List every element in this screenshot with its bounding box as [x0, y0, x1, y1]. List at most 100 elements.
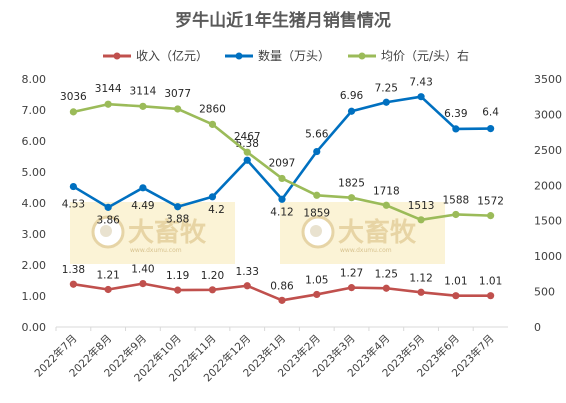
data-label: 3114	[130, 85, 157, 97]
y-right-tick-label: 1000	[534, 250, 562, 263]
legend-item: 收入（亿元）	[103, 48, 208, 63]
data-point	[347, 284, 356, 292]
data-label: 1.19	[166, 270, 189, 282]
data-label: 1513	[408, 200, 435, 212]
data-point	[139, 184, 147, 192]
data-label: 7.43	[409, 77, 432, 89]
y-right-tick-label: 3500	[534, 73, 562, 86]
legend-label: 数量（万头）	[258, 48, 330, 63]
legend-marker	[358, 52, 366, 60]
data-label: 3036	[60, 91, 87, 103]
watermark-url: www.dxumu.com	[340, 247, 392, 254]
data-point	[243, 148, 251, 156]
data-point	[139, 280, 147, 288]
data-label: 6.96	[340, 90, 364, 102]
data-point	[208, 286, 217, 294]
y-left-tick-label: 6.00	[22, 135, 47, 148]
data-label: 2467	[234, 131, 261, 143]
y-left-tick-label: 8.00	[22, 73, 47, 86]
data-point	[104, 203, 112, 211]
data-point	[347, 194, 356, 202]
series-3: 3036 3144 3114 3077 2860 2467 2097 1859 1825 1718…	[60, 83, 504, 224]
data-point	[313, 191, 321, 199]
data-label: 1.25	[375, 268, 398, 280]
data-point	[174, 105, 182, 113]
data-point	[382, 284, 390, 292]
data-point	[139, 102, 147, 110]
y-left-tick-label: 2.00	[22, 259, 47, 272]
watermark-logo-inner	[310, 225, 322, 237]
data-label: 1.38	[62, 264, 85, 276]
data-label: 1.21	[96, 269, 119, 281]
data-point	[243, 156, 251, 164]
data-point	[452, 210, 460, 219]
chart-title: 罗牛山近1年生猪月销售情况	[175, 10, 391, 31]
data-point	[278, 174, 286, 183]
y-left-tick-label: 1.00	[22, 290, 47, 303]
data-point	[417, 216, 425, 224]
data-point	[417, 288, 425, 296]
data-point	[243, 282, 251, 290]
data-point	[69, 108, 77, 116]
data-point	[278, 195, 286, 203]
data-point	[382, 98, 390, 106]
data-point	[104, 285, 112, 294]
data-point	[278, 296, 286, 304]
data-point	[69, 280, 77, 288]
legend-item: 均价（元/头）右	[348, 48, 469, 63]
data-label: 3077	[164, 88, 191, 100]
y-left-tick-label: 3.00	[22, 228, 47, 241]
data-point	[452, 292, 460, 300]
data-label: 2860	[199, 103, 226, 115]
data-point	[208, 193, 217, 201]
data-label: 4.49	[131, 200, 154, 212]
data-point	[208, 120, 217, 128]
y-right-tick-label: 0	[534, 321, 541, 334]
legend-marker	[113, 52, 121, 60]
data-point	[174, 203, 182, 211]
y-left-tick-label: 0.00	[22, 321, 47, 334]
data-label: 1.33	[236, 266, 259, 278]
y-left-tick-label: 5.00	[22, 166, 47, 179]
data-label: 1.12	[409, 272, 432, 284]
legend-item: 数量（万头）	[225, 48, 330, 63]
data-label: 1718	[373, 185, 400, 197]
series-layer: 1.38 1.21 1.40 1.19 1.20 1.33 0.86 1.05 1.27 1.25…	[60, 77, 504, 304]
data-point	[417, 93, 425, 101]
data-label: 4.2	[208, 204, 225, 216]
data-point	[313, 290, 321, 299]
data-label: 6.4	[482, 107, 499, 119]
series-1: 1.38 1.21 1.40 1.19 1.20 1.33 0.86 1.05 1.27 1.25…	[62, 264, 502, 304]
data-label: 1588	[442, 194, 469, 206]
legend-marker	[235, 52, 243, 60]
data-label: 4.12	[270, 206, 293, 218]
data-point	[487, 292, 495, 300]
data-label: 1859	[303, 207, 330, 219]
data-label: 2097	[269, 157, 296, 169]
data-point	[174, 286, 182, 294]
y-right-tick-label: 2000	[534, 179, 562, 192]
watermark-brand: 大畜牧	[338, 217, 417, 248]
data-label: 1572	[477, 196, 504, 208]
data-label: 1.20	[201, 270, 224, 282]
y-right-tick-label: 500	[534, 286, 555, 299]
watermark-url: www.dxumu.com	[130, 247, 182, 254]
legend-label: 均价（元/头）右	[381, 48, 469, 63]
data-label: 1.40	[131, 264, 154, 276]
data-label: 5.66	[305, 129, 329, 141]
series-line	[72, 95, 491, 209]
y-right-tick-label: 1500	[534, 215, 562, 228]
data-point	[452, 125, 460, 133]
legend: 收入（亿元） 数量（万头） 均价（元/头）右	[103, 48, 469, 63]
data-label: 1825	[338, 178, 365, 190]
data-label: 1.05	[305, 274, 328, 286]
data-point	[382, 201, 390, 209]
data-label: 3.88	[166, 214, 189, 226]
data-label: 4.53	[62, 199, 85, 211]
data-label: 0.86	[270, 280, 294, 292]
data-label: 3.86	[96, 214, 120, 226]
y-left-tick-label: 4.00	[22, 197, 47, 210]
